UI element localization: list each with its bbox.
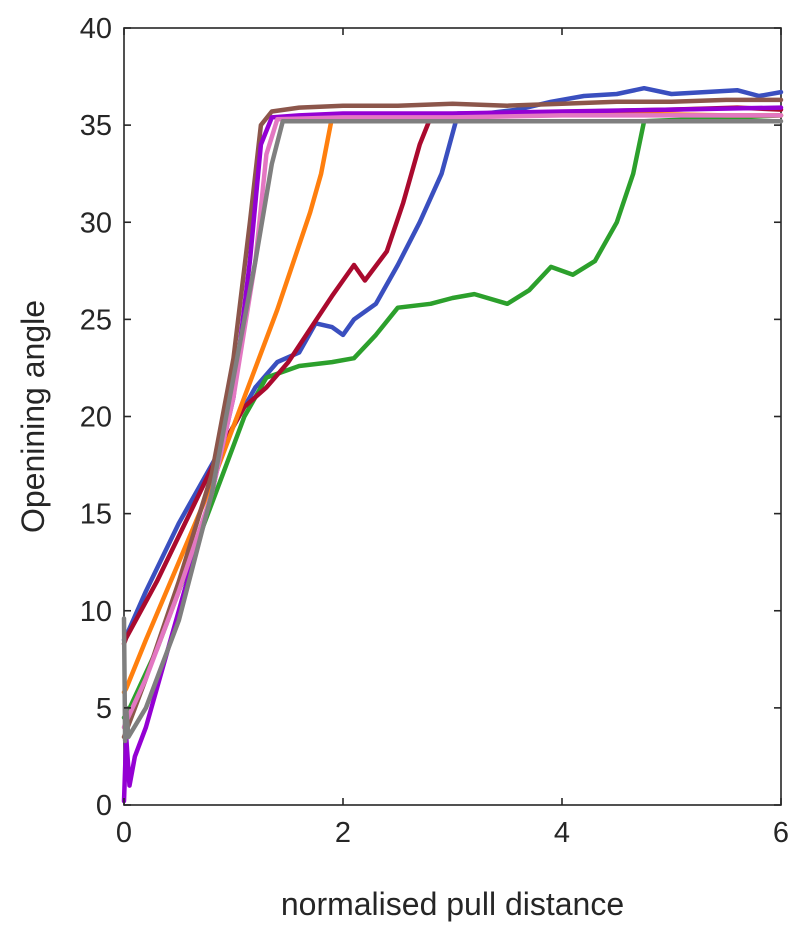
- y-tick-label: 40: [80, 13, 112, 45]
- series-line-8: [121, 118, 784, 744]
- y-axis-label: Openining angle: [15, 300, 51, 533]
- y-axis-ticks: 0 5 10 15 20 25 30 35 40: [80, 13, 781, 822]
- series-line-6: [121, 105, 784, 804]
- y-tick-label: 0: [96, 790, 112, 822]
- y-tick-label: 25: [80, 304, 112, 336]
- x-tick-label: 6: [773, 817, 789, 849]
- series-line-5: [121, 97, 784, 740]
- x-tick-label: 0: [116, 817, 132, 849]
- series-line-2: [121, 113, 784, 720]
- axes-box: [123, 27, 782, 806]
- y-tick-label: 30: [80, 207, 112, 239]
- plot-area: [123, 27, 782, 806]
- x-axis-label: normalised pull distance: [281, 886, 624, 922]
- y-tick-label: 15: [80, 499, 112, 531]
- series-line-7: [121, 113, 784, 730]
- x-tick-label: 2: [335, 817, 351, 849]
- y-tick-label: 20: [80, 402, 112, 434]
- series-layer: [121, 85, 784, 804]
- y-tick-label: 10: [80, 596, 112, 628]
- y-tick-label: 35: [80, 110, 112, 142]
- x-axis-ticks: 0 2 4 6: [116, 28, 789, 849]
- x-tick-label: 4: [554, 817, 570, 849]
- y-tick-label: 5: [96, 693, 112, 725]
